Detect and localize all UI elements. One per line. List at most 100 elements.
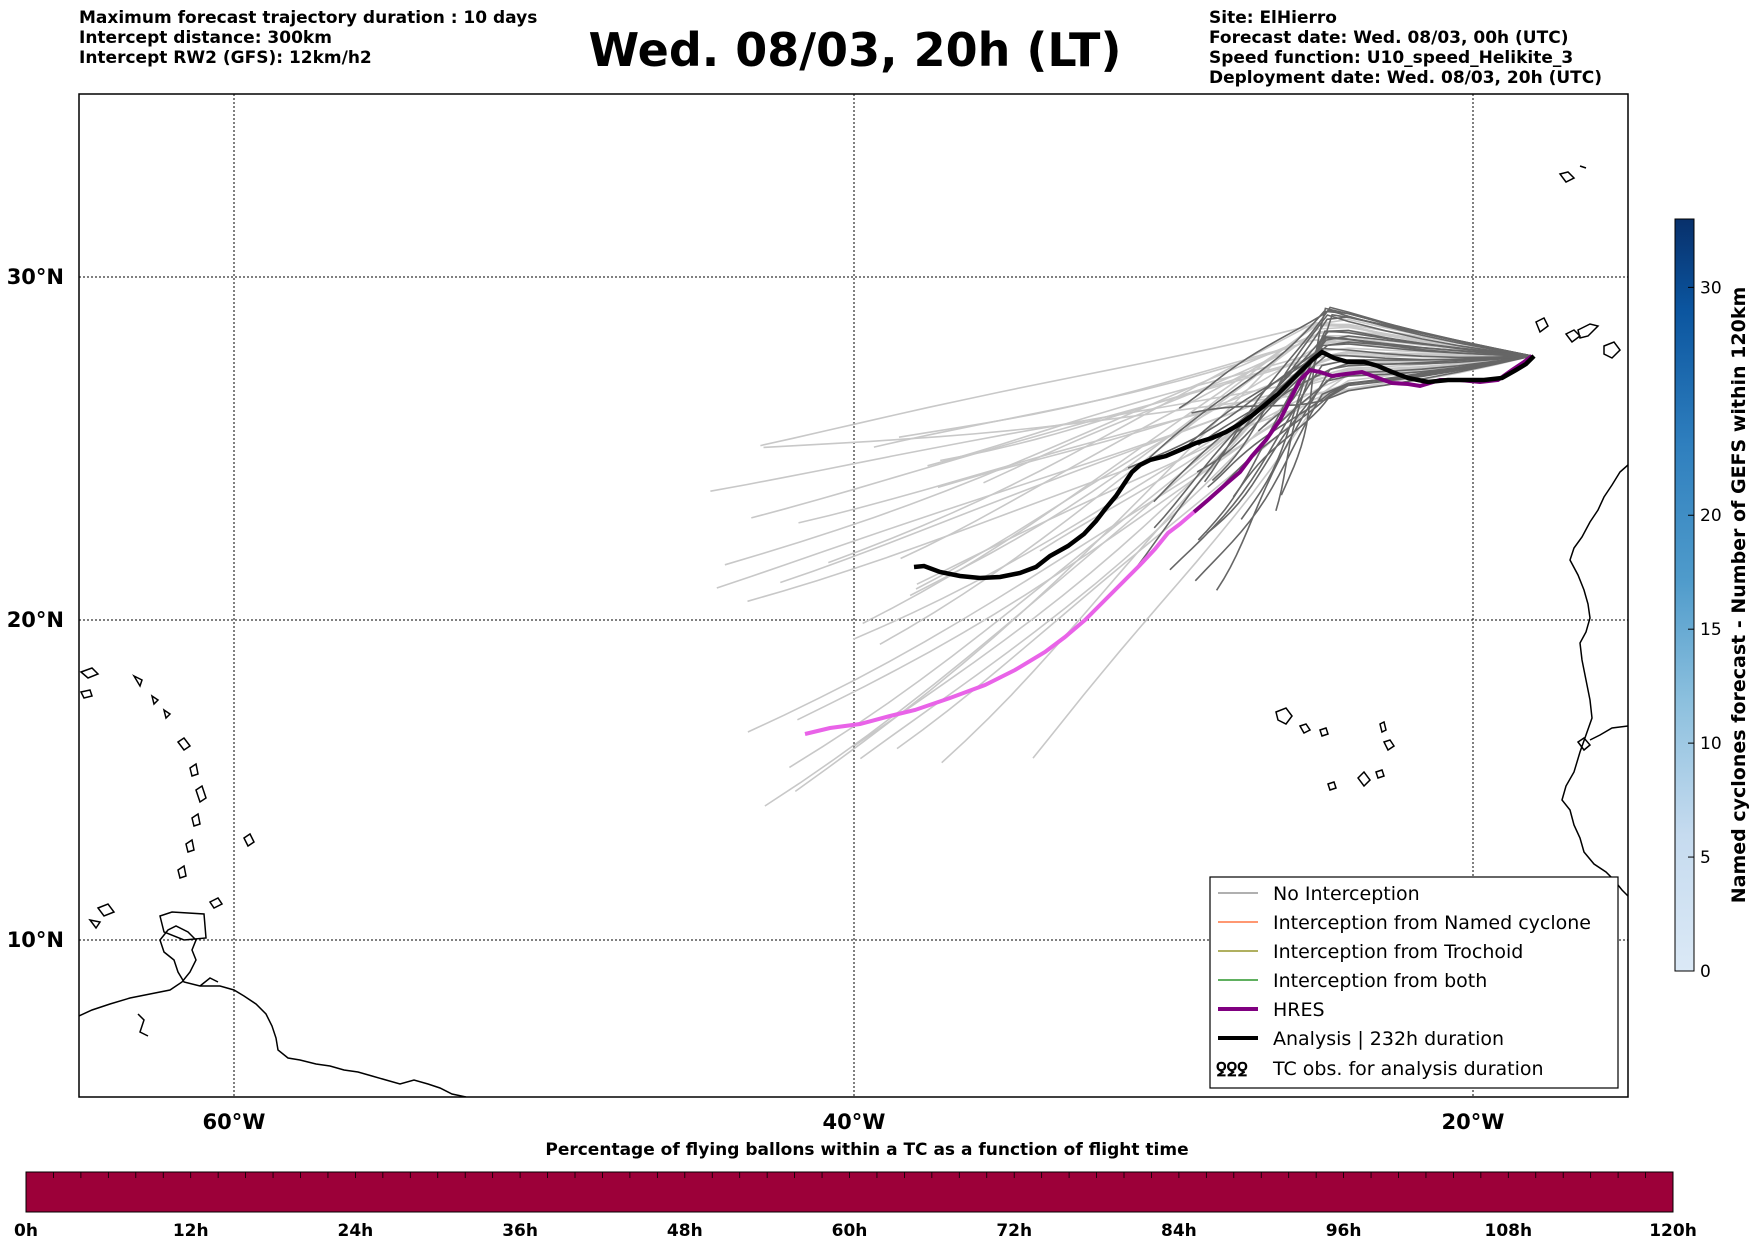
colorbar-title: Named cyclones forecast - Number of GEFS… — [1728, 287, 1750, 904]
forecast-parameters: Maximum forecast trajectory duration : 1… — [79, 8, 537, 68]
africa-coast-detail — [1589, 725, 1628, 741]
ensemble-trajectory — [751, 350, 1533, 519]
colorbar-tick-label: 15 — [1700, 620, 1722, 640]
caribbean-island — [132, 674, 143, 688]
flight-time-bar: Percentage of flying ballons within a TC… — [14, 1140, 1697, 1241]
coastlines — [79, 165, 1628, 1097]
guyana-river — [137, 1013, 149, 1037]
caribbean-island — [79, 667, 100, 679]
ensemble-trajectory — [1178, 309, 1533, 409]
legend-label: TC obs. for analysis duration — [1272, 1058, 1544, 1080]
senegal-inlet — [1576, 737, 1592, 752]
param-line: Intercept distance: 300km — [79, 28, 332, 48]
cape-verde-island — [1375, 769, 1385, 779]
canary-island — [1535, 316, 1549, 334]
ensemble-trajectory — [1169, 355, 1533, 571]
colorbar-tick-label: 5 — [1700, 848, 1711, 868]
legend-label: Interception from Trochoid — [1273, 941, 1523, 963]
ensemble-trajectory — [1153, 329, 1533, 529]
tobago-island — [208, 897, 224, 909]
caribbean-island — [243, 832, 255, 848]
cape-verde-island — [1298, 723, 1312, 734]
hres-trajectory-pink — [804, 510, 1196, 736]
caribbean-island — [176, 736, 192, 752]
time-bar-label: 120h — [1649, 1221, 1697, 1241]
cape-verde-island — [1319, 727, 1329, 737]
ensemble-trajectory — [1280, 307, 1533, 496]
cape-verde-island — [1275, 707, 1293, 725]
time-bar-title: Percentage of flying ballons within a TC… — [545, 1140, 1188, 1160]
time-bar-label: 72h — [996, 1221, 1032, 1241]
ensemble-trajectory — [794, 318, 1533, 793]
legend-box — [1209, 876, 1619, 1089]
trajectories-dark-grey — [1127, 306, 1533, 591]
caribbean-island — [150, 694, 160, 706]
caribbean-island — [191, 812, 201, 827]
ensemble-trajectory — [1207, 355, 1533, 488]
colorbar-tick-label: 30 — [1700, 278, 1722, 298]
orinoco-delta — [199, 977, 219, 987]
site-info: Site: ElHierro Forecast date: Wed. 08/03… — [1209, 8, 1602, 88]
forecast-date-line: Forecast date: Wed. 08/03, 00h (UTC) — [1209, 28, 1569, 48]
lon-label: 40°W — [823, 1110, 886, 1134]
tc-obs-symbol-icon: ꝿꝿꝿ — [1216, 1060, 1248, 1081]
lon-label: 60°W — [203, 1110, 266, 1134]
ensemble-trajectory — [1153, 335, 1533, 503]
cape-verde-island — [1379, 720, 1387, 734]
colorbar-tick-label: 20 — [1700, 506, 1722, 526]
ensemble-trajectory — [927, 347, 1533, 467]
ensemble-trajectory — [852, 355, 1533, 641]
madeira-island — [1558, 171, 1576, 183]
time-bar-label: 12h — [173, 1221, 209, 1241]
speed-function-line: Speed function: U10_speed_Helikite_3 — [1209, 48, 1574, 68]
cape-verde-island — [1382, 739, 1396, 752]
legend-label: Analysis | 232h duration — [1273, 1028, 1504, 1050]
lon-label: 20°W — [1442, 1110, 1505, 1134]
ensemble-trajectory — [747, 355, 1533, 603]
legend: No Interception Interception from Named … — [1209, 876, 1619, 1089]
ensemble-trajectory — [983, 329, 1533, 484]
africa-coastline — [1561, 464, 1628, 897]
time-bar-label: 60h — [832, 1221, 868, 1241]
ensemble-trajectory — [710, 355, 1533, 492]
caribbean-island — [96, 903, 116, 917]
cape-verde-island — [1327, 781, 1337, 791]
ensemble-trajectory — [780, 355, 1533, 584]
legend-label: Interception from both — [1273, 970, 1487, 992]
lat-label: 30°N — [7, 265, 64, 289]
graticule — [79, 94, 1628, 1097]
param-line: Maximum forecast trajectory duration : 1… — [79, 8, 538, 28]
time-bar-label: 36h — [502, 1221, 538, 1241]
canary-island — [1603, 341, 1621, 359]
caribbean-island — [195, 784, 207, 804]
colorbar-tick-label: 10 — [1700, 734, 1722, 754]
ensemble-trajectory — [1275, 313, 1533, 512]
caribbean-island — [177, 864, 187, 879]
page-title: Wed. 08/03, 20h (LT) — [588, 23, 1122, 77]
lat-label: 10°N — [7, 928, 64, 952]
time-bar-label: 96h — [1326, 1221, 1362, 1241]
ensemble-trajectory — [1211, 314, 1533, 482]
map-border — [78, 93, 1629, 1098]
cape-verde-island — [1357, 770, 1371, 788]
time-bar-label: 48h — [667, 1221, 703, 1241]
caribbean-island — [189, 762, 199, 777]
ensemble-trajectory — [1232, 355, 1533, 498]
time-bar-label: 84h — [1161, 1221, 1197, 1241]
caribbean-island — [162, 708, 172, 720]
param-line: Intercept RW2 (GFS): 12km/h2 — [79, 48, 372, 68]
canary-island — [1577, 323, 1600, 339]
cyclone-colorbar: 0 5 10 15 20 30 Named cyclones forecast - Num… — [1674, 218, 1750, 982]
time-bar-label: 108h — [1485, 1221, 1533, 1241]
ensemble-trajectory — [1127, 347, 1533, 469]
legend-label: HRES — [1273, 999, 1325, 1021]
legend-label: Interception from Named cyclone — [1273, 912, 1591, 934]
caribbean-island — [88, 918, 102, 930]
south-america-coastline — [79, 925, 467, 1097]
analysis-trajectory — [913, 349, 1536, 581]
trinidad-island — [159, 911, 207, 941]
colorbar-gradient — [1674, 218, 1695, 972]
time-bar-label: 0h — [14, 1221, 38, 1241]
ensemble-trajectory — [1188, 341, 1533, 445]
